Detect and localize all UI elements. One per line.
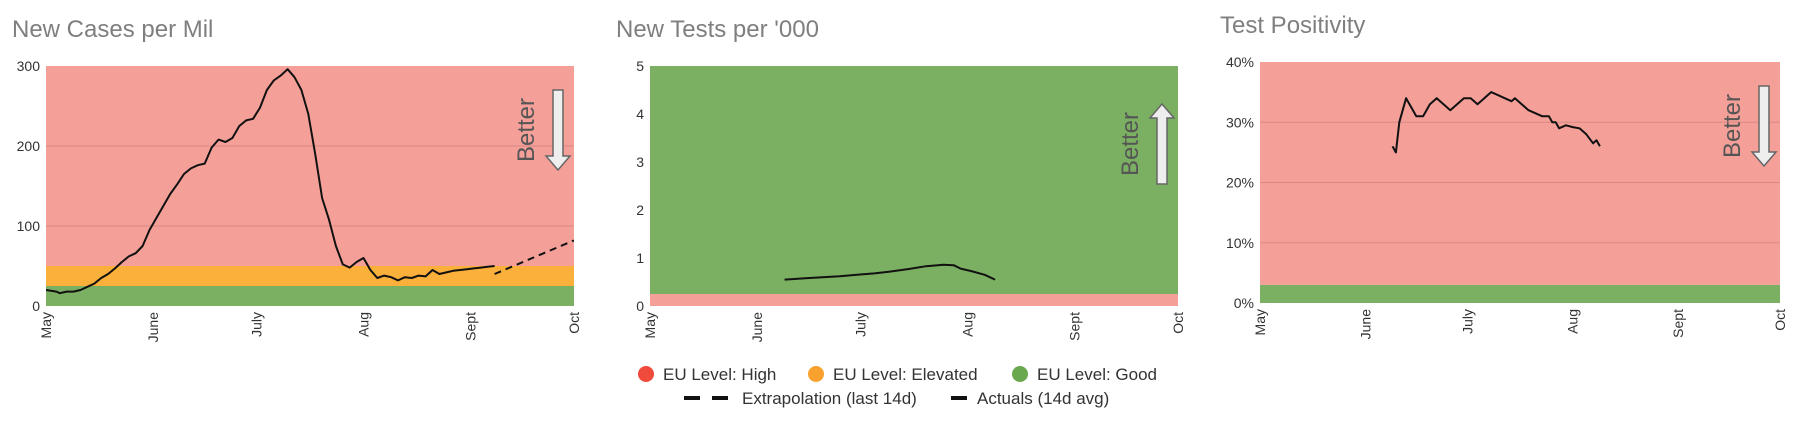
chart-series (1391, 91, 1601, 154)
chart-y-ticks: 0 100 200 300 (17, 58, 41, 314)
x-tick-label: Aug (355, 312, 371, 337)
legend-extrapolation-label: Extrapolation (last 14d) (742, 389, 917, 408)
y-tick-label: 3 (636, 154, 644, 170)
legend-good-label: EU Level: Good (1037, 365, 1157, 384)
band-good (1260, 284, 1780, 303)
legend-high-label: EU Level: High (663, 365, 776, 384)
better-indicator: Better (1719, 85, 1778, 168)
x-tick-label: June (749, 312, 765, 343)
series-actuals (1391, 91, 1601, 154)
legend-high-marker (638, 366, 654, 382)
chart-bands (46, 66, 574, 306)
x-tick-label: Aug (959, 312, 975, 337)
chart-gridlines (1260, 121, 1780, 244)
better-indicator: Better (513, 89, 572, 172)
x-tick-label: Oct (566, 312, 582, 334)
x-tick-label: May (38, 312, 54, 338)
chart-bands (650, 66, 1178, 306)
chart-y-ticks: 0 1 2 3 4 5 (636, 58, 644, 314)
y-tick-label: 300 (17, 58, 41, 74)
series-actuals (784, 263, 996, 281)
better-label: Better (1719, 94, 1746, 158)
series-actuals (46, 68, 495, 295)
chart-x-ticks: May June July Aug Sept Oct (642, 312, 1186, 343)
chart-x-ticks: May June July Aug Sept Oct (38, 312, 582, 343)
band-high (46, 66, 574, 266)
legend-good-marker (1012, 366, 1028, 382)
better-indicator: Better (1117, 102, 1176, 185)
y-tick-label: 10% (1226, 235, 1254, 251)
x-tick-label: June (1357, 309, 1373, 340)
better-arrow-icon (1750, 85, 1778, 168)
band-elevated (46, 266, 574, 286)
chart-gridlines (46, 145, 574, 227)
chart-y-ticks: 0% 10% 20% 30% 40% (1226, 54, 1254, 311)
legend-elevated-marker (808, 366, 824, 382)
y-tick-label: 0% (1234, 295, 1254, 311)
x-tick-label: May (1252, 309, 1268, 335)
x-tick-label: Sept (1066, 312, 1082, 341)
band-high (650, 294, 1178, 306)
band-high (1260, 62, 1780, 285)
y-tick-label: 30% (1226, 114, 1254, 130)
legend-elevated-label: EU Level: Elevated (833, 365, 978, 384)
chart-series (46, 68, 574, 295)
y-tick-label: 1 (636, 250, 644, 266)
x-tick-label: July (853, 312, 869, 337)
band-good (46, 286, 574, 306)
x-tick-label: Sept (1670, 309, 1686, 338)
x-tick-label: June (145, 312, 161, 343)
y-tick-label: 40% (1226, 54, 1254, 70)
better-label: Better (1117, 112, 1144, 176)
chart-new-cases: New Cases per Mil 0 100 200 300 May June July… (12, 16, 582, 342)
legend-actuals-label: Actuals (14d avg) (977, 389, 1109, 408)
chart-bands (1260, 62, 1780, 303)
x-tick-label: July (249, 312, 265, 337)
chart-title: New Tests per '000 (616, 16, 819, 43)
y-tick-label: 0 (32, 298, 40, 314)
better-arrow-icon (1148, 102, 1176, 185)
y-tick-label: 0 (636, 298, 644, 314)
chart-test-positivity: Test Positivity 0% 10% 20% 30% 40% May June Ju… (1220, 12, 1788, 339)
chart-series (784, 263, 996, 281)
x-tick-label: Oct (1772, 309, 1788, 331)
x-tick-label: July (1459, 309, 1475, 334)
x-tick-label: Aug (1565, 309, 1581, 334)
better-label: Better (513, 98, 540, 162)
legend: EU Level: High EU Level: Elevated EU Lev… (638, 365, 1157, 408)
y-tick-label: 200 (17, 138, 41, 154)
y-tick-label: 20% (1226, 175, 1254, 191)
chart-x-ticks: May June July Aug Sept Oct (1252, 309, 1788, 340)
chart-new-tests: New Tests per '000 0 1 2 3 4 5 May June July Aug… (616, 16, 1186, 342)
x-tick-label: Sept (462, 312, 478, 341)
band-good (650, 66, 1178, 294)
y-tick-label: 2 (636, 202, 644, 218)
y-tick-label: 4 (636, 106, 644, 122)
better-arrow-icon (544, 89, 572, 172)
series-extrapolation (494, 239, 574, 275)
y-tick-label: 5 (636, 58, 644, 74)
x-tick-label: May (642, 312, 658, 338)
y-tick-label: 100 (17, 218, 41, 234)
x-tick-label: Oct (1170, 312, 1186, 334)
chart-title: New Cases per Mil (12, 16, 213, 43)
chart-title: Test Positivity (1220, 12, 1365, 39)
